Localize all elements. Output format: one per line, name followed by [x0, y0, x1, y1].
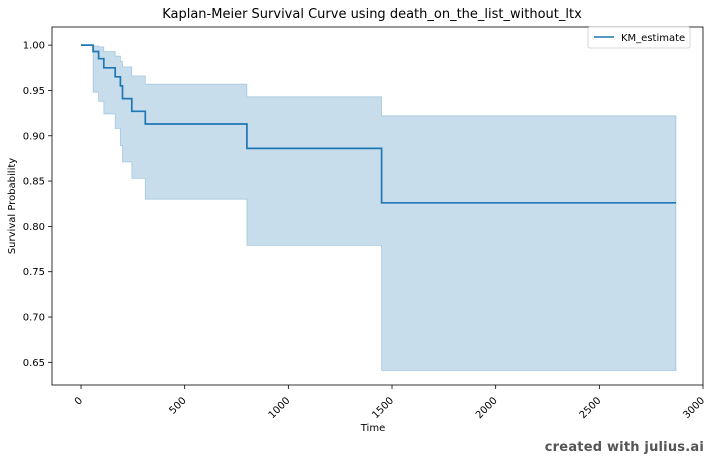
- km-estimate-line: [81, 44, 676, 204]
- y-ticks: 0.65 0.70 0.75 0.80 0.85 0.90 0.95 1.00: [23, 41, 52, 369]
- confidence-band: [81, 44, 677, 371]
- x-tick-label: 2500: [578, 395, 604, 421]
- y-tick-label: 0.65: [23, 358, 45, 369]
- y-tick-label: 0.90: [23, 131, 45, 142]
- x-tick-label: 0: [73, 395, 85, 407]
- y-tick-label: 0.70: [23, 313, 45, 324]
- x-tick-label: 2000: [474, 395, 500, 421]
- axes-frame: [51, 26, 704, 386]
- survival-line-layer: [81, 44, 676, 204]
- y-tick-label: 0.95: [23, 86, 45, 97]
- y-tick-label: 0.75: [23, 267, 45, 278]
- legend: KM_estimate: [587, 26, 691, 49]
- legend-label-km-estimate: KM_estimate: [621, 33, 685, 44]
- confidence-band-layer: [81, 44, 677, 371]
- x-tick-label: 1000: [267, 395, 293, 421]
- watermark-text: created with julius.ai: [544, 440, 704, 455]
- y-axis-label: Survival Probability: [7, 158, 18, 254]
- x-axis-label: Time: [360, 423, 385, 434]
- chart-title: Kaplan-Meier Survival Curve using death_…: [162, 7, 582, 22]
- y-tick-label: 0.85: [23, 177, 45, 188]
- y-tick-label: 1.00: [23, 41, 45, 52]
- x-ticks: 0 500 1000 1500 2000 2500 3000: [73, 385, 707, 421]
- x-tick-label: 1500: [370, 395, 396, 421]
- legend-box: [587, 26, 691, 49]
- y-tick-label: 0.80: [23, 222, 45, 233]
- x-tick-label: 500: [168, 395, 189, 416]
- x-tick-label: 3000: [681, 395, 707, 421]
